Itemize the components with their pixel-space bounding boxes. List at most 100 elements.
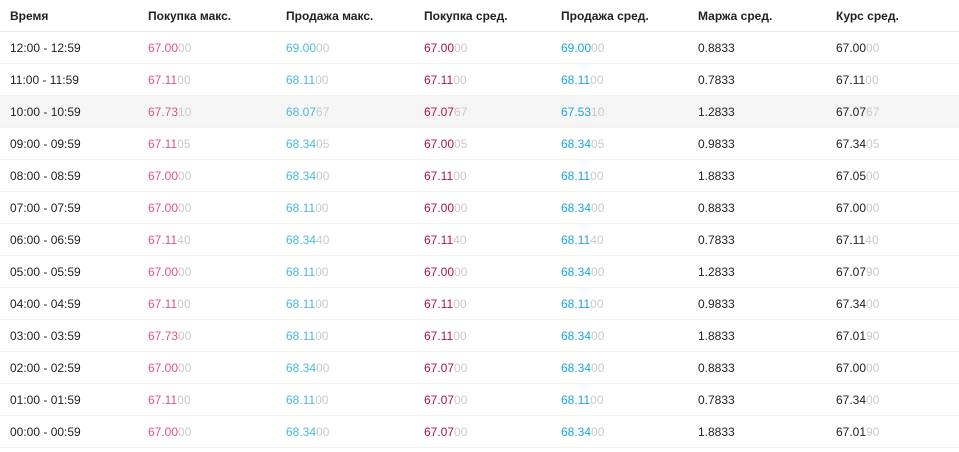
buy-avg-value: 67.00 [424,264,455,279]
table-row[interactable]: 04:00 - 04:59 67.1100 68.1100 67.1100 68… [0,287,959,320]
sell-avg-value: 68.11 [561,232,591,247]
buy-max-value: 67.00 [148,264,179,279]
sell-max-value: 68.11 [286,328,316,343]
header-row: Время Покупка макс. Продажа макс. Покупк… [0,0,959,32]
cell-margin-avg: 1.8833 [688,319,826,352]
sell-avg-value: 68.11 [561,168,591,183]
cell-time: 02:00 - 02:59 [0,351,138,384]
table-row[interactable]: 06:00 - 06:59 67.1140 68.3440 67.1140 68… [0,223,959,256]
course-value: 67.34 [836,136,867,151]
sell-max-value: 68.34 [286,424,317,439]
cell-course-avg: 67.0000 [826,191,959,224]
cell-buy-max: 67.1100 [138,383,276,416]
buy-max-extra-digits: 05 [177,136,191,151]
cell-sell-avg: 68.3400 [551,319,688,352]
header-margin-avg[interactable]: Маржа сред. [688,0,826,32]
table-row[interactable]: 09:00 - 09:59 67.1105 68.3405 67.0005 68… [0,127,959,160]
header-buy-avg[interactable]: Покупка сред. [414,0,551,32]
cell-buy-avg: 67.0000 [414,255,551,288]
cell-buy-max: 67.1100 [138,287,276,320]
buy-avg-value: 67.07 [424,424,455,439]
cell-sell-avg: 67.5310 [551,95,688,128]
cell-margin-avg: 0.7833 [688,383,826,416]
cell-sell-max: 68.1100 [276,191,414,224]
course-value: 67.01 [836,328,867,343]
sell-avg-extra-digits: 00 [591,40,605,55]
cell-buy-max: 67.0000 [138,159,276,192]
sell-max-extra-digits: 67 [316,104,330,119]
cell-sell-max: 68.1100 [276,287,414,320]
cell-sell-avg: 68.1100 [551,287,688,320]
cell-time: 11:00 - 11:59 [0,63,138,96]
sell-max-value: 68.11 [286,200,316,215]
cell-buy-avg: 67.0700 [414,415,551,448]
header-course-avg[interactable]: Курс сред. [826,0,959,32]
sell-max-value: 69.00 [286,40,317,55]
cell-course-avg: 67.3405 [826,127,959,160]
course-extra-digits: 90 [866,328,880,343]
sell-max-extra-digits: 00 [316,424,330,439]
table-row[interactable]: 07:00 - 07:59 67.0000 68.1100 67.0000 68… [0,191,959,224]
header-sell-max[interactable]: Продажа макс. [276,0,414,32]
cell-course-avg: 67.0767 [826,95,959,128]
table-row[interactable]: 01:00 - 01:59 67.1100 68.1100 67.0700 68… [0,383,959,416]
time-value: 06:00 - 06:59 [10,232,81,247]
cell-course-avg: 67.0190 [826,319,959,352]
sell-avg-extra-digits: 00 [591,360,605,375]
buy-avg-extra-digits: 00 [453,328,467,343]
sell-avg-extra-digits: 05 [591,136,605,151]
buy-avg-extra-digits: 05 [454,136,468,151]
sell-max-value: 68.11 [286,72,316,87]
time-value: 03:00 - 03:59 [10,328,81,343]
time-value: 01:00 - 01:59 [10,392,81,407]
cell-time: 09:00 - 09:59 [0,127,138,160]
course-value: 67.00 [836,360,867,375]
cell-sell-max: 68.0767 [276,95,414,128]
cell-time: 05:00 - 05:59 [0,255,138,288]
cell-buy-max: 67.0000 [138,31,276,64]
course-extra-digits: 90 [866,264,880,279]
buy-avg-value: 67.11 [424,232,454,247]
table-row[interactable]: 03:00 - 03:59 67.7300 68.1100 67.1100 68… [0,319,959,352]
table-row[interactable]: 08:00 - 08:59 67.0000 68.3400 67.1100 68… [0,159,959,192]
cell-sell-max: 68.3400 [276,351,414,384]
cell-course-avg: 67.0790 [826,255,959,288]
time-value: 07:00 - 07:59 [10,200,81,215]
sell-avg-value: 68.34 [561,360,592,375]
cell-sell-avg: 68.1100 [551,159,688,192]
table-row[interactable]: 00:00 - 00:59 67.0000 68.3400 67.0700 68… [0,415,959,448]
cell-buy-avg: 67.1100 [414,319,551,352]
header-buy-max[interactable]: Покупка макс. [138,0,276,32]
buy-max-value: 67.73 [148,104,179,119]
table-row[interactable]: 02:00 - 02:59 67.0000 68.3400 67.0700 68… [0,351,959,384]
sell-avg-value: 68.34 [561,264,592,279]
header-time[interactable]: Время [0,0,138,32]
cell-course-avg: 67.1140 [826,223,959,256]
cell-sell-max: 68.1100 [276,319,414,352]
cell-time: 07:00 - 07:59 [0,191,138,224]
sell-avg-value: 68.11 [561,72,591,87]
table-body: 12:00 - 12:59 67.0000 69.0000 67.0000 69… [0,31,959,448]
cell-sell-max: 68.3440 [276,223,414,256]
table-row[interactable]: 12:00 - 12:59 67.0000 69.0000 67.0000 69… [0,31,959,64]
table-row[interactable]: 11:00 - 11:59 67.1100 68.1100 67.1100 68… [0,63,959,96]
sell-avg-value: 68.34 [561,136,592,151]
buy-avg-extra-digits: 00 [453,72,467,87]
table-row[interactable]: 05:00 - 05:59 67.0000 68.1100 67.0000 68… [0,255,959,288]
header-sell-avg[interactable]: Продажа сред. [551,0,688,32]
cell-sell-avg: 68.3400 [551,255,688,288]
buy-avg-extra-digits: 00 [454,40,468,55]
table-row[interactable]: 10:00 - 10:59 67.7310 68.0767 67.0767 67… [0,95,959,128]
cell-sell-max: 68.1100 [276,383,414,416]
cell-buy-max: 67.1100 [138,63,276,96]
cell-course-avg: 67.3400 [826,287,959,320]
cell-time: 03:00 - 03:59 [0,319,138,352]
sell-max-extra-digits: 00 [315,200,329,215]
course-extra-digits: 90 [866,424,880,439]
cell-margin-avg: 1.8833 [688,159,826,192]
buy-avg-extra-digits: 67 [454,104,468,119]
cell-time: 04:00 - 04:59 [0,287,138,320]
cell-margin-avg: 0.8833 [688,31,826,64]
margin-value: 0.7833 [698,72,735,87]
cell-buy-avg: 67.1100 [414,159,551,192]
